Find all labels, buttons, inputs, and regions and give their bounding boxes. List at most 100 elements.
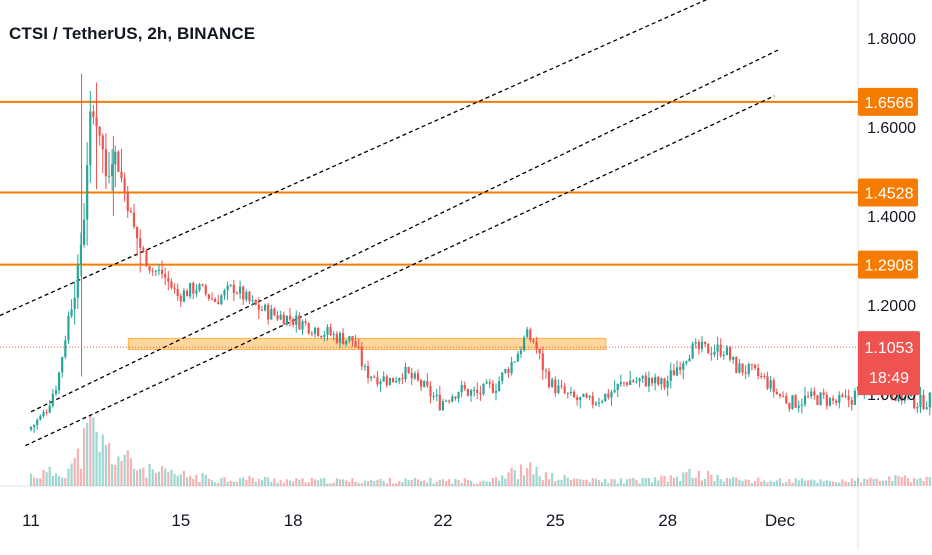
volume-bar <box>726 478 728 486</box>
countdown-label: 18:49 <box>869 370 909 387</box>
candle-body <box>379 382 381 385</box>
volume-bar <box>741 481 743 486</box>
volume-bar <box>788 479 790 486</box>
volume-bar <box>454 479 456 486</box>
volume-bar <box>873 479 875 486</box>
candle-body <box>320 336 322 337</box>
candle-body <box>816 395 818 405</box>
candle-body <box>404 367 406 379</box>
volume-bar <box>657 480 659 486</box>
volume-bar <box>70 464 72 486</box>
candle-body <box>155 271 157 272</box>
candle-body <box>464 385 466 389</box>
candle-body <box>189 283 191 296</box>
candle-body <box>461 385 463 392</box>
candle-body <box>564 386 566 393</box>
candle-body <box>108 176 110 177</box>
candle-body <box>289 316 291 320</box>
candle-body <box>798 406 800 408</box>
candle-body <box>804 396 806 405</box>
candle-body <box>486 382 488 383</box>
candle-body <box>102 136 104 150</box>
candle-body <box>751 364 753 365</box>
candle-body <box>292 319 294 324</box>
channel-line-3[interactable] <box>25 96 774 446</box>
candle-body <box>573 392 575 397</box>
candle-body <box>570 392 572 393</box>
candle-body <box>592 396 594 405</box>
candle-body <box>448 401 450 402</box>
price-axis[interactable]: 1.80001.60001.40001.20001.00001.65661.45… <box>858 31 920 404</box>
candle-body <box>361 347 363 366</box>
candle-body <box>514 362 516 363</box>
candle-body <box>720 345 722 356</box>
candle-body <box>267 305 269 320</box>
volume-bar <box>901 477 903 486</box>
candle-body <box>46 412 48 413</box>
volume-bar <box>136 470 138 486</box>
volume-bar <box>386 483 388 486</box>
candle-body <box>623 382 625 383</box>
volume-bar <box>757 478 759 486</box>
candle-body <box>177 289 179 296</box>
candle-body <box>298 315 300 329</box>
candle-body <box>498 381 500 391</box>
candle-body <box>470 390 472 395</box>
volume-bar <box>417 479 419 486</box>
candle-body <box>336 334 338 343</box>
candle-body <box>411 373 413 378</box>
volume-bar <box>610 479 612 486</box>
horizontal-levels[interactable] <box>0 102 858 265</box>
volume-bar <box>926 477 928 486</box>
volume-bar <box>673 478 675 486</box>
volume-bar <box>922 481 924 486</box>
volume-bar <box>276 483 278 486</box>
volume-bar <box>582 480 584 486</box>
candle-body <box>741 363 743 372</box>
volume-bar <box>676 477 678 486</box>
candle-body <box>579 397 581 400</box>
volume-bar <box>535 467 537 486</box>
candle-body <box>688 359 690 362</box>
candle-body <box>479 393 481 394</box>
candle-body <box>220 296 222 305</box>
candle-body <box>255 300 257 305</box>
volume-bar <box>670 475 672 486</box>
volume-bar <box>860 483 862 486</box>
volume-bar <box>286 479 288 486</box>
volume-bar <box>523 475 525 486</box>
candle-body <box>74 298 76 310</box>
volume-bar <box>461 483 463 486</box>
volume-bar <box>105 445 107 486</box>
candle-body <box>142 248 144 250</box>
time-tick-label: 15 <box>171 511 190 530</box>
candle-body <box>832 398 834 400</box>
volume-bar <box>504 479 506 486</box>
candle-body <box>844 396 846 397</box>
candle-body <box>195 290 197 293</box>
candle-body <box>364 366 366 367</box>
volume-bar <box>420 481 422 486</box>
candle-body <box>610 392 612 397</box>
volume-bar <box>879 481 881 486</box>
candle-body <box>236 293 238 294</box>
volume-bar <box>704 479 706 486</box>
price-tick-label: 1.2000 <box>867 298 916 315</box>
volume-bar <box>99 452 101 486</box>
candle-body <box>607 394 609 398</box>
volume-bar <box>738 480 740 486</box>
candle-body <box>205 286 207 295</box>
candle-body <box>42 412 44 416</box>
candle-body <box>167 278 169 282</box>
volume-bar <box>564 475 566 486</box>
candle-body <box>854 391 856 405</box>
candle-body <box>164 274 166 277</box>
channel-line-2[interactable] <box>31 49 780 412</box>
volume-bar <box>177 476 179 486</box>
volume-bar <box>876 479 878 486</box>
volume-bar <box>638 483 640 486</box>
volume-bar <box>258 479 260 486</box>
